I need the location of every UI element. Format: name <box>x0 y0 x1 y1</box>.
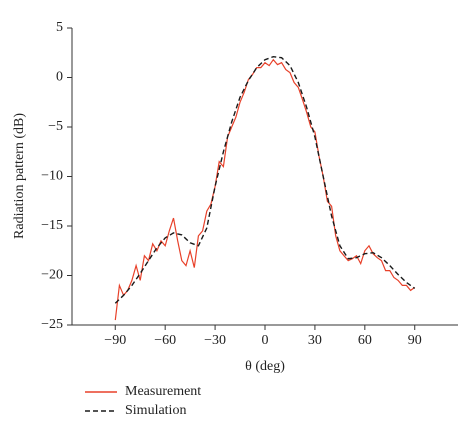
y-tick-label: −10 <box>41 169 63 184</box>
x-tick-label: 30 <box>308 333 322 348</box>
y-tick-label: −5 <box>48 119 63 134</box>
y-tick-label: 5 <box>56 20 63 35</box>
y-tick-label: −20 <box>41 268 63 283</box>
x-axis-title: θ (deg) <box>245 359 285 374</box>
x-tick-label: 90 <box>408 333 422 348</box>
y-axis-title: Radiation pattern (dB) <box>12 113 27 239</box>
legend-label: Simulation <box>125 403 186 418</box>
x-tick-label: −60 <box>154 333 176 348</box>
x-tick-label: 0 <box>262 333 269 348</box>
series-line <box>114 55 416 304</box>
y-tick-label: 0 <box>56 70 63 85</box>
legend-label: Measurement <box>125 384 201 399</box>
y-tick-label: −15 <box>41 218 63 233</box>
series-line <box>114 58 416 321</box>
x-tick-label: −30 <box>204 333 226 348</box>
y-tick-label: −25 <box>41 317 63 332</box>
x-tick-label: 60 <box>358 333 372 348</box>
x-tick-label: −90 <box>104 333 126 348</box>
